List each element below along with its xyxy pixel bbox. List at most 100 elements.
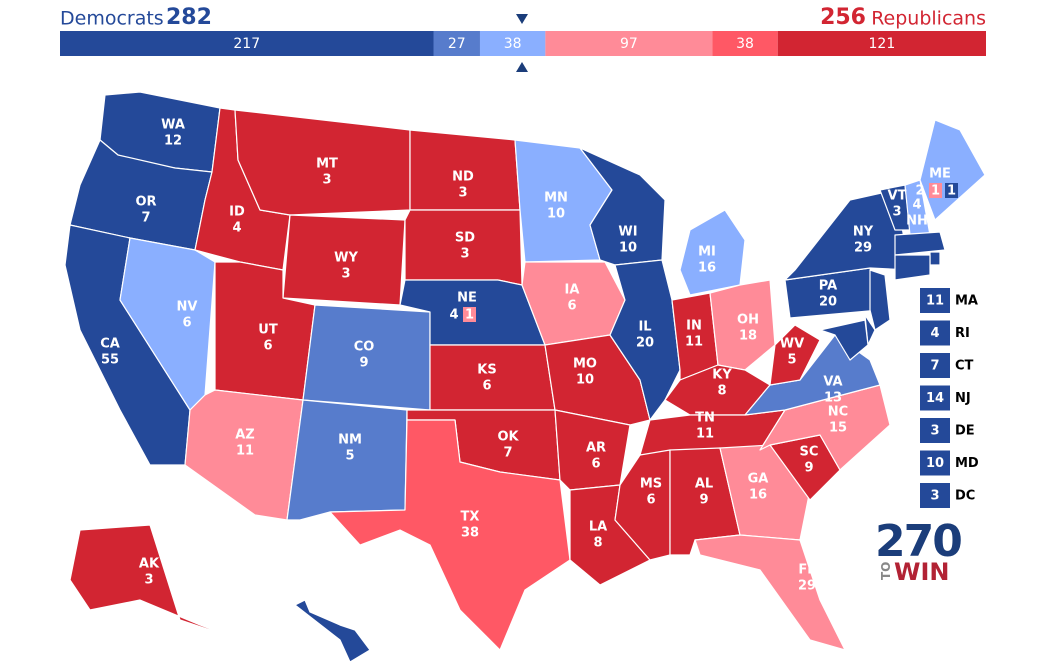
state-label: OR	[135, 195, 156, 210]
bar-segment-label: 38	[736, 36, 754, 52]
state-label: TX	[461, 510, 480, 525]
state-ev: 18	[739, 329, 757, 344]
state-label: NV	[177, 300, 198, 315]
state-label: VA	[823, 375, 842, 390]
small-state-ev: 11	[926, 294, 944, 309]
state-ev: 20	[819, 295, 837, 310]
bar-segment[interactable]	[479, 31, 546, 56]
state-label: CA	[100, 337, 120, 352]
state-label: GA	[748, 472, 769, 487]
state-ev: 8	[717, 384, 726, 399]
state-ev: 55	[101, 353, 119, 368]
state-label: NY	[853, 225, 874, 240]
state-label: ME	[929, 167, 951, 182]
state-ev: 10	[576, 373, 594, 388]
small-state-box[interactable]	[920, 353, 950, 378]
state-shape[interactable]	[294, 599, 371, 663]
bar-segment-label: 217	[233, 36, 260, 52]
state-ev: 6	[567, 299, 576, 314]
small-state-ev: 14	[926, 391, 944, 406]
bar-segment[interactable]	[433, 31, 480, 56]
small-state-ev: 3	[930, 489, 939, 504]
state-shape[interactable]	[69, 524, 241, 641]
small-state-abbr: DC	[955, 489, 975, 504]
state-label: HI	[314, 630, 330, 645]
small-state-abbr: CT	[955, 359, 974, 374]
state-ev: 6	[182, 316, 191, 331]
small-state-box[interactable]	[920, 450, 950, 476]
bar-segment[interactable]	[777, 31, 986, 56]
bar-segment-label: 27	[448, 36, 466, 52]
district-ev: 1	[465, 308, 474, 323]
logo: 270 TO WIN	[875, 516, 963, 586]
state-shape[interactable]	[609, 259, 681, 421]
small-state-ev: 3	[930, 424, 939, 439]
state-ev: 6	[263, 339, 272, 354]
small-state-box[interactable]	[920, 385, 950, 411]
state-ev: 3	[458, 186, 467, 201]
state-label: FL	[798, 563, 815, 578]
rep-label: Republicans	[871, 8, 986, 30]
small-state-box[interactable]	[920, 418, 950, 443]
bar-segment-label: 97	[620, 36, 638, 52]
state-ev: 7	[141, 211, 150, 226]
state-label: WY	[334, 251, 358, 266]
state-label: MI	[698, 245, 716, 260]
state-ev: 5	[345, 449, 354, 464]
state-ev: 16	[698, 261, 716, 276]
bar-segment[interactable]	[712, 31, 778, 56]
district-box[interactable]	[945, 183, 958, 198]
state-label: UT	[258, 323, 278, 338]
bar-segment[interactable]	[60, 31, 434, 56]
small-state-abbr: DE	[955, 424, 975, 439]
state-label: WI	[618, 225, 637, 240]
state-label: NM	[338, 433, 362, 448]
state-shape[interactable]	[894, 231, 946, 256]
state-shape[interactable]	[769, 324, 821, 386]
state-label: IA	[565, 283, 580, 298]
state-ev: 20	[636, 336, 654, 351]
state-ev: 11	[236, 444, 254, 459]
small-state-box[interactable]	[920, 483, 950, 508]
state-ev: 9	[804, 461, 813, 476]
bar-segment[interactable]	[545, 31, 713, 56]
state-ev: 3	[341, 267, 350, 282]
state-ev: 7	[503, 446, 512, 461]
state-shape[interactable]	[869, 269, 891, 331]
state-shape[interactable]	[694, 534, 846, 651]
state-label: VT	[888, 189, 907, 204]
midpoint-marker-bottom	[516, 62, 528, 72]
bar-segment-label: 38	[504, 36, 522, 52]
state-label: AL	[695, 477, 713, 492]
state-label: KY	[712, 368, 732, 383]
small-state-box[interactable]	[920, 288, 950, 313]
state-shape[interactable]	[819, 319, 869, 361]
state-ev: 4	[449, 308, 458, 323]
state-label: AR	[586, 441, 606, 456]
state-label: WA	[161, 118, 185, 133]
small-state-box[interactable]	[920, 320, 950, 346]
state-shape[interactable]	[329, 419, 571, 651]
state-shape[interactable]	[929, 251, 941, 266]
state-label: CO	[354, 340, 375, 355]
state-shape[interactable]	[759, 384, 891, 471]
state-label: SD	[455, 231, 475, 246]
state-shape[interactable]	[429, 344, 556, 411]
state-label: MS	[640, 477, 662, 492]
small-state-list: 11 MA 4 RI 7 CT 14 NJ 3 DE 10 MD 3 DC	[920, 288, 979, 508]
district-box[interactable]	[929, 183, 942, 198]
state-ev: 29	[798, 579, 816, 594]
state-shape[interactable]	[894, 254, 931, 281]
district-ev: 1	[947, 184, 956, 199]
district-ev: 1	[931, 184, 940, 199]
district-box[interactable]	[463, 307, 476, 322]
state-label: OH	[737, 313, 759, 328]
small-state-ev: 10	[926, 456, 944, 471]
state-label: IL	[638, 320, 651, 335]
us-map	[64, 91, 986, 663]
state-ev: 11	[696, 427, 714, 442]
state-ev: 10	[547, 207, 565, 222]
logo-number: 270	[875, 516, 961, 567]
